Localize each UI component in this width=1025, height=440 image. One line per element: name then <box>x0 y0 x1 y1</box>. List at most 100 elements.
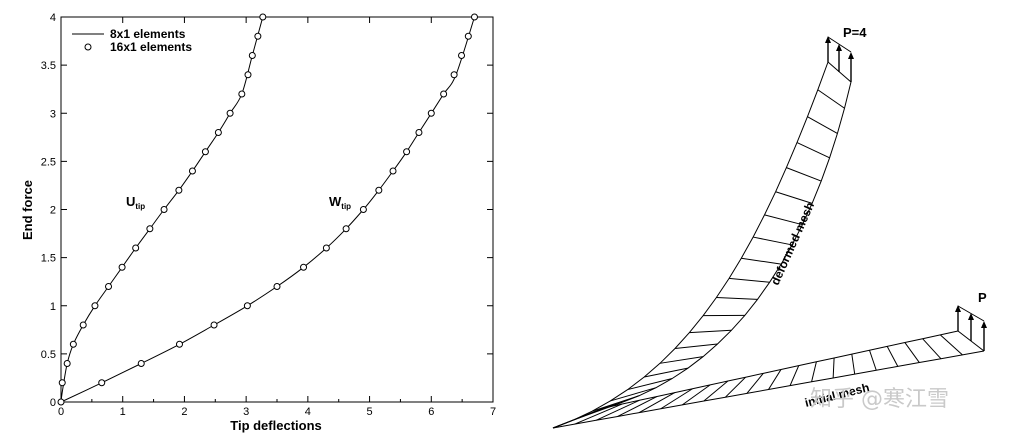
series-marker-w-tip <box>210 321 218 329</box>
series-marker-w-tip <box>375 186 383 194</box>
series-marker-u-tip <box>259 13 267 21</box>
series-marker-w-tip <box>464 32 472 40</box>
initial-mesh-element-edge <box>682 384 711 406</box>
series-marker-u-tip <box>79 321 87 329</box>
series-marker-w-tip <box>427 109 435 117</box>
initial-mesh-element-edge <box>746 373 764 394</box>
series-marker-u-tip <box>160 206 168 213</box>
series-marker-u-tip <box>254 32 262 40</box>
initial-mesh-element-edge <box>768 369 782 390</box>
y-tick-label: 0.5 <box>41 349 56 361</box>
series-marker-w-tip <box>137 360 145 367</box>
load-arrow-deformed-head <box>825 36 831 43</box>
legend-label-16x1: 16x1 elements <box>110 40 192 54</box>
initial-mesh-element-edge <box>851 354 856 375</box>
series-marker-u-tip <box>244 71 252 79</box>
deformed-mesh-label: deformed mesh <box>768 200 817 287</box>
series-marker-w-tip <box>273 283 281 290</box>
series-marker-u-tip <box>248 52 256 59</box>
initial-mesh-element-edge <box>886 346 899 367</box>
initial-mesh-element-edge <box>617 396 658 417</box>
initial-mesh-element-edge <box>638 392 676 414</box>
y-tick-label: 3 <box>50 108 56 120</box>
initial-mesh-element-edge <box>939 334 963 356</box>
mesh-diagram <box>552 36 987 429</box>
chart-layer: 0 1 2 3 4 5 6 7 0 0.5 1 1.5 2 2.5 3 3.5 4 <box>41 12 496 418</box>
watermark-text: 知乎 @寒江雪 <box>810 387 949 412</box>
series-marker-u-tip <box>238 90 246 98</box>
initial-mesh-element-edge <box>811 361 817 382</box>
deformed-mesh-element-edge <box>796 142 830 159</box>
load-arrow-initial-bar <box>957 305 985 322</box>
load-arrow-deformed-bar <box>827 36 852 53</box>
y-tick-label: 4 <box>50 12 56 24</box>
series-marker-w-tip <box>175 340 183 348</box>
y-tick-label: 1 <box>50 301 56 313</box>
load-arrow-deformed-head <box>848 52 854 59</box>
initial-mesh-element-edge <box>574 403 622 425</box>
x-tick-label: 3 <box>243 406 249 418</box>
series-marker-w-tip <box>359 206 367 213</box>
deformed-mesh-element-edge <box>627 378 673 391</box>
deformed-mesh-element-edge <box>752 236 793 246</box>
series-marker-origin <box>57 398 65 406</box>
u-tip-letter: U <box>126 194 135 209</box>
series-marker-u-tip <box>226 109 234 117</box>
y-tick-label: 2 <box>50 205 56 217</box>
initial-mesh-element-edge <box>922 338 942 360</box>
series-marker-w-tip <box>300 263 308 271</box>
series-marker-u-tip <box>63 360 71 367</box>
deformed-mesh-element-edge <box>775 191 813 204</box>
y-tick-label: 3.5 <box>41 60 56 72</box>
series-marker-w-tip <box>415 129 423 136</box>
legend: 8x1 elements 16x1 elements <box>72 27 192 54</box>
y-tick-label: 2.5 <box>41 156 56 168</box>
series-marker-w-tip <box>243 302 251 310</box>
series-marker-w-tip <box>403 148 411 156</box>
x-tick-label: 2 <box>181 406 187 418</box>
initial-mesh-element-edge <box>660 388 693 410</box>
deformed-mesh-element-edge <box>572 401 623 421</box>
deformed-mesh-element-edge <box>817 89 845 109</box>
u-tip-subscript: tip <box>135 202 145 211</box>
deformed-mesh-element-edge <box>674 343 718 349</box>
series-marker-u-tip <box>69 340 77 348</box>
series-marker-w-tip <box>342 225 350 233</box>
deformed-mesh-element-edge <box>610 387 657 402</box>
deformed-mesh-element-edge <box>807 116 838 134</box>
load-arrow-initial-head <box>981 321 987 328</box>
series-marker-u-tip <box>201 148 209 156</box>
legend-label-8x1: 8x1 elements <box>110 27 186 41</box>
x-tick-label: 7 <box>490 406 496 418</box>
series-marker-u-tip <box>132 244 140 252</box>
deformed-mesh-edge <box>603 81 852 409</box>
w-tip-letter: W <box>329 194 342 209</box>
series-line-w-tip <box>60 16 475 403</box>
series-marker-u-tip <box>91 302 99 310</box>
series-marker-w-tip <box>98 379 106 387</box>
plot-frame <box>60 16 494 403</box>
load-arrow-initial-head <box>968 313 974 320</box>
w-tip-subscript: tip <box>341 202 351 211</box>
x-axis-title: Tip deflections <box>230 418 322 433</box>
initial-mesh-element-edge <box>904 342 920 363</box>
series-marker-w-tip <box>322 244 330 252</box>
load-label-initial: P <box>978 290 987 305</box>
deformed-mesh-element-edge <box>741 257 782 265</box>
deformed-mesh-element-edge <box>716 297 758 300</box>
deformed-mesh-element-edge <box>729 277 770 283</box>
series-marker-u-tip <box>118 263 126 271</box>
y-tick-label: 1.5 <box>41 253 56 265</box>
initial-mesh-element-edge <box>595 399 640 421</box>
series-marker-u-tip <box>105 283 113 290</box>
u-tip-annotation: Utip <box>126 194 145 211</box>
load-arrow-deformed-head <box>836 44 842 51</box>
x-tick-label: 6 <box>428 406 434 418</box>
initial-mesh-element-edge <box>703 380 729 402</box>
series-marker-w-tip <box>470 13 478 21</box>
initial-mesh-element-edge <box>869 350 877 371</box>
deformed-mesh-element-edge <box>786 167 822 182</box>
deformed-mesh-element-edge <box>659 356 704 364</box>
